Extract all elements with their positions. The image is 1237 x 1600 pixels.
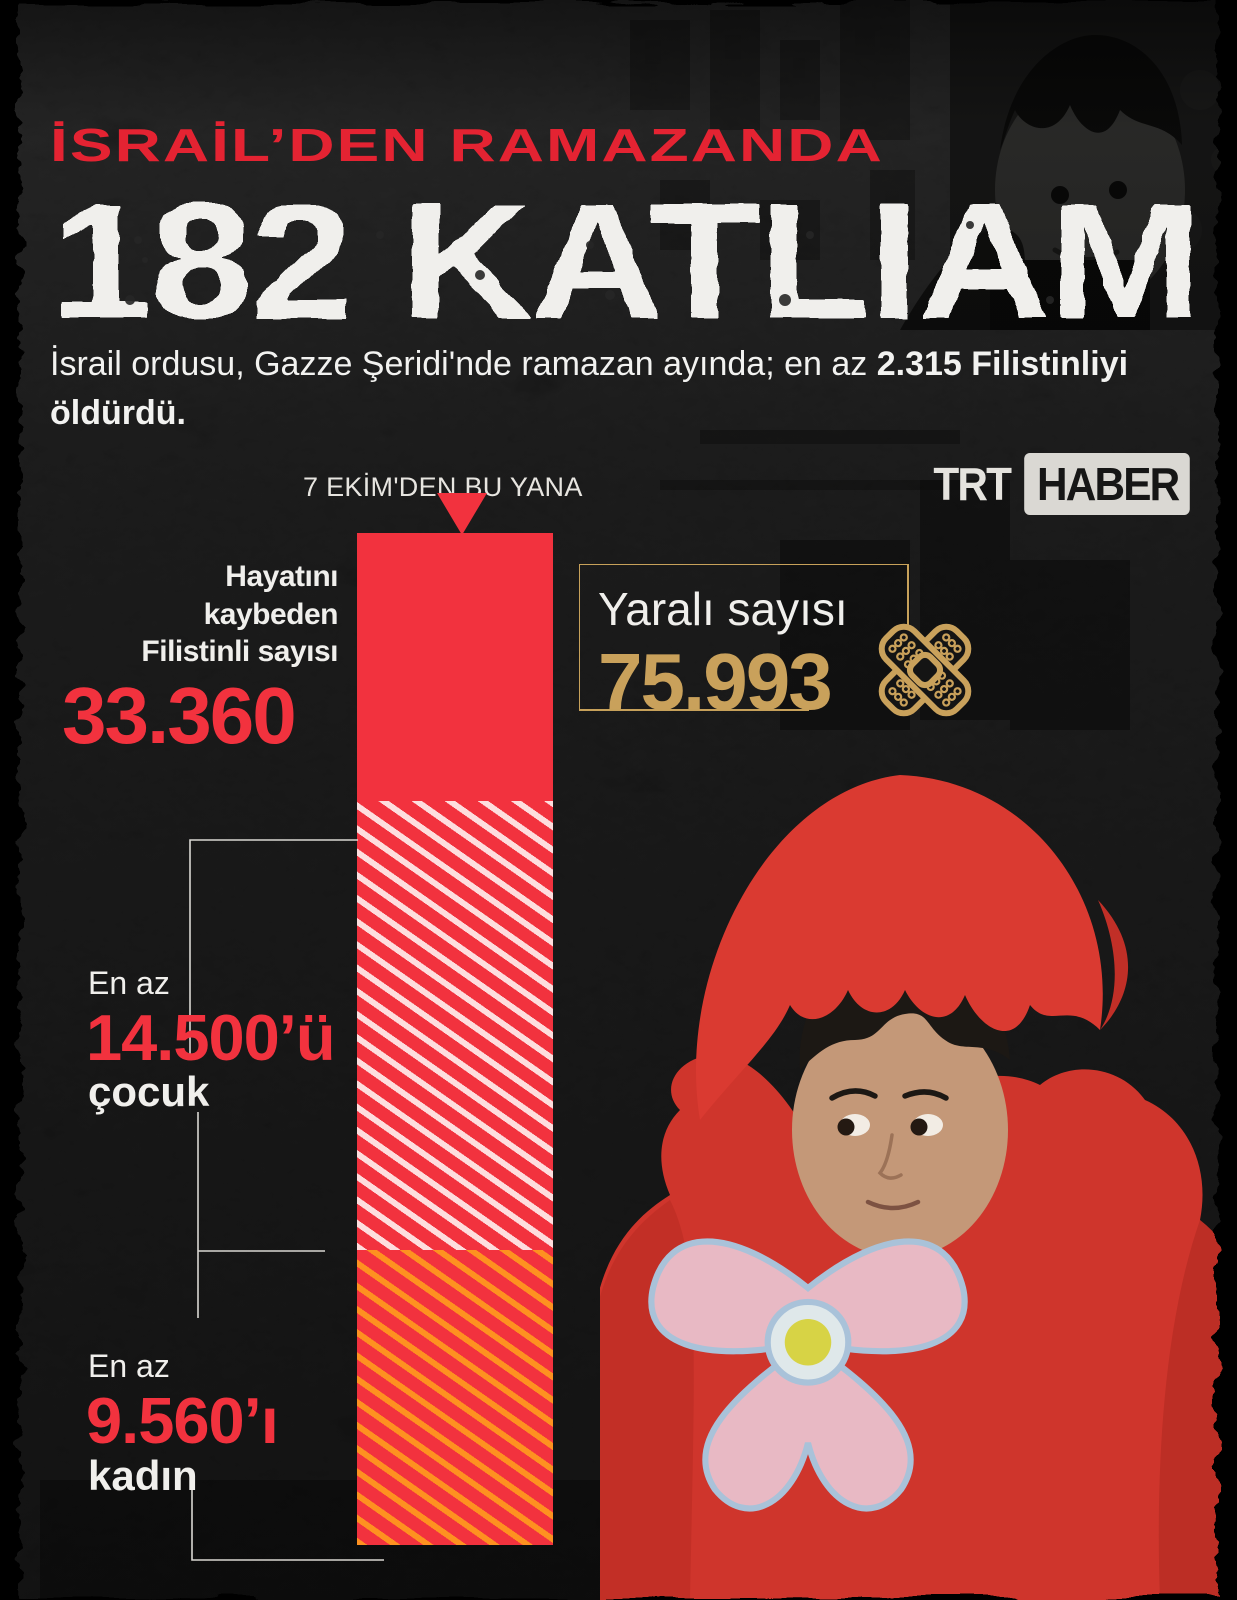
svg-text:182 KATLIAM: 182 KATLIAM: [50, 180, 1200, 353]
